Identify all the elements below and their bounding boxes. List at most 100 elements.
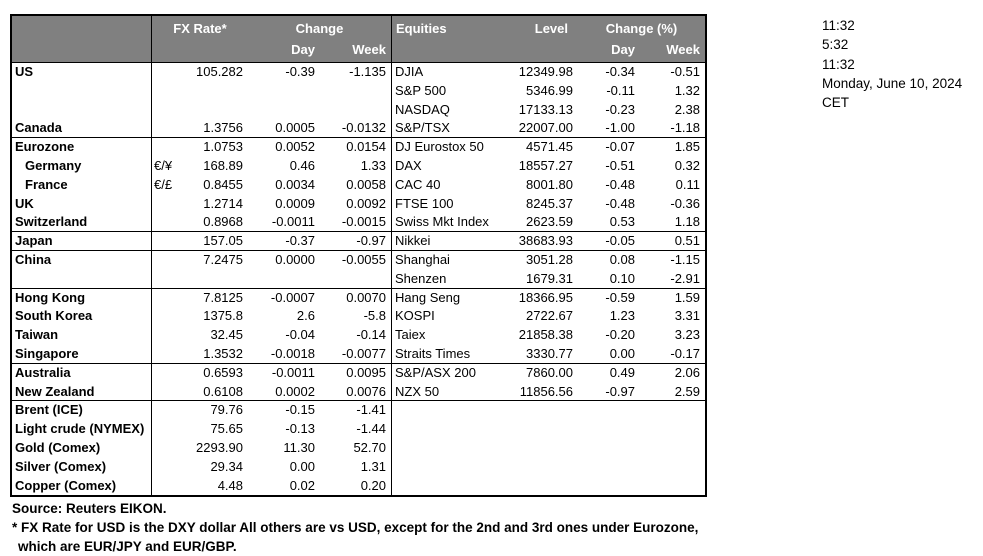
equity-change-day-value [578, 439, 640, 458]
empty-header-cell [152, 39, 248, 62]
fx-rate-value: 29.34 [210, 458, 243, 474]
fx-change-week-value: -1.135 [320, 63, 392, 82]
row-label: Canada [12, 119, 152, 138]
fx-rate-value: 1.0753 [203, 139, 243, 155]
fx-change-day-value: 0.00 [289, 458, 315, 474]
fx-rate-value: 32.45 [210, 327, 243, 343]
fx-change-day-value: -0.37 [285, 233, 315, 249]
fx-rate-cell: 1.3532 [152, 345, 248, 364]
fx-change-day-value: -0.04 [285, 327, 315, 343]
fx-change-week-value: 0.0058 [320, 175, 392, 195]
equity-level-value: 2722.67 [526, 308, 573, 324]
fx-change-week-value: -1.41 [320, 401, 392, 421]
equity-name: S&P 500 [395, 82, 447, 98]
equity-change-day-value [578, 477, 640, 496]
fx-change-week-value: 0.0092 [320, 194, 392, 214]
equity-level-value: 22007.00 [518, 120, 573, 136]
fx-rate-cell: 29.34 [152, 458, 248, 477]
equity-change-week-value: 0.32 [674, 157, 700, 173]
fx-change-week-value: -0.0132 [320, 119, 392, 138]
table-row: S&P 500 5346.99 -0.11 1.32 [12, 81, 705, 101]
equity-change-day-value: -0.34 [605, 64, 635, 79]
equity-change-week-value [640, 439, 705, 458]
fx-change-day-value: 0.0009 [275, 195, 315, 211]
fx-pair-label: €/£ [154, 176, 173, 192]
fx-change-day-value: 0.0005 [275, 120, 315, 136]
row-label: Singapore [12, 344, 152, 364]
equity-name: Taiex [395, 327, 426, 343]
fx-rate-value: 168.89 [203, 157, 243, 173]
equity-change-day-value: 0.53 [609, 214, 635, 230]
equity-change-day-value: -0.48 [605, 176, 635, 192]
equity-change-day-value: -0.05 [605, 233, 635, 249]
source-note: Source: Reuters EIKON. [12, 501, 167, 516]
fx-footnote-line2: which are EUR/JPY and EUR/GBP. [18, 539, 237, 554]
equity-change-day-value: -0.07 [605, 139, 635, 155]
equity-name: Swiss Mkt Index [395, 214, 489, 230]
fx-rate-cell: 75.65 [152, 420, 248, 439]
equity-level-value: 21858.38 [518, 327, 573, 343]
table-row: Gold (Comex) 2293.90 11.30 52.70 [12, 438, 705, 458]
fx-change-week-value: -5.8 [320, 307, 392, 327]
equity-name: DJIA [395, 64, 424, 79]
fx-rate-value: 4.48 [217, 477, 243, 493]
row-label: China [12, 250, 152, 270]
table-row: Japan 157.05 -0.37 -0.97 Nikkei 38683.93… [12, 232, 705, 251]
row-label: Silver (Comex) [12, 457, 152, 477]
fx-rate-value: 157.05 [203, 233, 243, 249]
fx-change-day-value: -0.0007 [270, 289, 315, 305]
clock-panel: 11:32 5:32 11:32 Monday, June 10, 2024 C… [822, 16, 962, 112]
equity-change-week-value: 1.59 [674, 289, 700, 305]
fx-change-week-value: -0.14 [320, 326, 392, 345]
table-row: NASDAQ 17133.13 -0.23 2.38 [12, 100, 705, 120]
equity-change-day-value: 0.49 [609, 364, 635, 380]
fx-rate-value: 79.76 [210, 402, 243, 418]
equity-level-value [478, 458, 578, 477]
row-label: US [12, 63, 152, 82]
equity-name: Shanghai [395, 251, 450, 267]
market-summary-table: FX Rate* Change Equities Level Change (%… [10, 14, 707, 498]
equity-name: KOSPI [395, 308, 435, 324]
fx-rate-cell: €/¥ 168.89 [152, 157, 248, 176]
equity-change-week-value: -0.51 [670, 64, 700, 79]
fx-change-day-value: 2.6 [296, 308, 315, 324]
equity-change-day-value: -0.23 [605, 101, 635, 117]
fx-rate-cell [152, 82, 248, 101]
equity-level-value: 4571.45 [526, 139, 573, 155]
equity-level-value: 3051.28 [526, 251, 573, 267]
row-label: New Zealand [12, 382, 152, 402]
equity-name: NZX 50 [395, 383, 440, 399]
equity-change-week-value: 2.38 [674, 101, 700, 117]
fx-rate-cell: 1.2714 [152, 195, 248, 214]
equity-change-week-value [640, 420, 705, 439]
empty-header-cell [12, 39, 152, 62]
row-label: Hong Kong [12, 288, 152, 308]
fx-change-week-value: -1.44 [320, 420, 392, 439]
fx-change-week-value [320, 269, 392, 289]
fx-change-week-value: -0.0055 [320, 250, 392, 270]
equity-change-day-value: 0.08 [609, 251, 635, 267]
fx-rate-value: 1375.8 [203, 308, 243, 324]
row-label: UK [12, 194, 152, 214]
fx-day-header: Day [291, 42, 315, 57]
equity-level-value: 3330.77 [526, 345, 573, 361]
fx-rate-cell: 0.6593 [152, 364, 248, 383]
equity-change-day-value: -0.97 [605, 383, 635, 399]
table-row: Light crude (NYMEX) 75.65 -0.13 -1.44 [12, 420, 705, 439]
table-row: China 7.2475 0.0000 -0.0055 Shanghai 305… [12, 250, 705, 270]
equity-level-value: 17133.13 [518, 101, 573, 117]
equity-change-day-value: -0.20 [605, 327, 635, 343]
fx-change-day-value: -0.13 [285, 421, 315, 437]
table-header: FX Rate* Change Equities Level Change (%… [12, 16, 705, 63]
equity-change-week-value: -1.18 [670, 120, 700, 136]
equity-change-day-value: -0.51 [605, 157, 635, 173]
equity-level-value: 8001.80 [526, 176, 573, 192]
fx-rate-value: 7.2475 [203, 251, 243, 267]
fx-change-week-value: 0.0095 [320, 363, 392, 383]
table-body: US 105.282 -0.39 -1.135 DJIA 12349.98 -0… [12, 63, 705, 496]
equity-name: Shenzen [395, 270, 447, 286]
row-label [12, 81, 152, 101]
table-row: Brent (ICE) 79.76 -0.15 -1.41 [12, 401, 705, 421]
fx-change-week-value: -0.97 [320, 232, 392, 251]
fx-change-week-value: -0.0015 [320, 213, 392, 232]
